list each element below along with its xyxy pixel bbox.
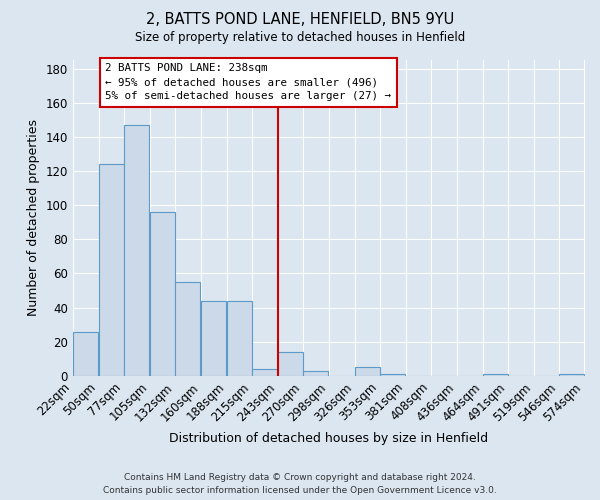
Bar [483, 374, 508, 376]
Bar [559, 374, 584, 376]
Bar [150, 212, 175, 376]
Bar [227, 301, 252, 376]
Text: 2 BATTS POND LANE: 238sqm
← 95% of detached houses are smaller (496)
5% of semi-: 2 BATTS POND LANE: 238sqm ← 95% of detac… [105, 64, 391, 102]
Text: 2, BATTS POND LANE, HENFIELD, BN5 9YU: 2, BATTS POND LANE, HENFIELD, BN5 9YU [146, 12, 454, 28]
Text: Size of property relative to detached houses in Henfield: Size of property relative to detached ho… [135, 31, 465, 44]
Text: Contains HM Land Registry data © Crown copyright and database right 2024.
Contai: Contains HM Land Registry data © Crown c… [103, 474, 497, 495]
Y-axis label: Number of detached properties: Number of detached properties [27, 120, 40, 316]
Bar [278, 352, 303, 376]
Bar [175, 282, 200, 376]
Bar [201, 301, 226, 376]
Bar [99, 164, 124, 376]
Bar [355, 368, 380, 376]
Bar [73, 332, 98, 376]
Bar [124, 125, 149, 376]
Bar [303, 371, 328, 376]
Bar [380, 374, 405, 376]
X-axis label: Distribution of detached houses by size in Henfield: Distribution of detached houses by size … [169, 432, 488, 445]
Bar [252, 369, 277, 376]
